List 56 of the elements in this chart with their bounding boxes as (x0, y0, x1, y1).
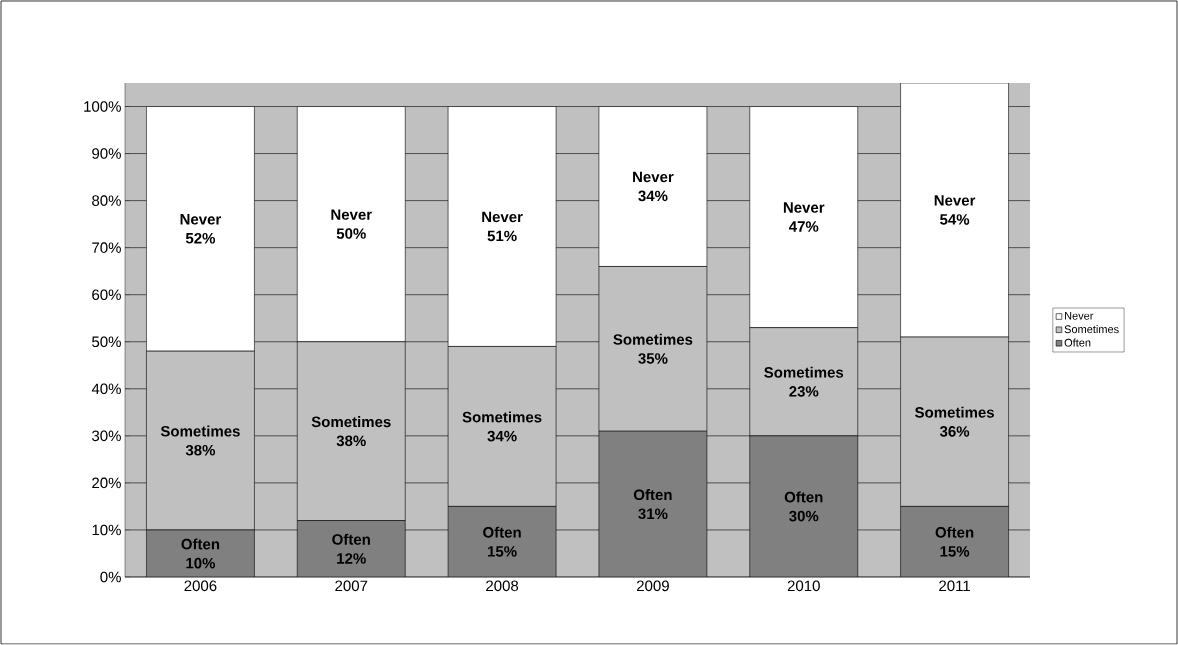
text: Sometimes (160, 425, 240, 437)
data-label: 54% (940, 214, 970, 225)
text: Never (934, 195, 976, 206)
text: Often (332, 533, 370, 545)
text: Often (181, 538, 220, 550)
x-tick-label: 2007 (335, 580, 368, 592)
x-tick-label: 2009 (636, 580, 669, 592)
y-tick-label: 80% (92, 195, 121, 206)
text: Often (935, 526, 974, 538)
text: Never (180, 214, 222, 225)
data-label: 51% (487, 230, 517, 242)
legend-label: Sometimes (1064, 325, 1119, 334)
text: Sometimes (462, 411, 542, 423)
data-label: 36% (939, 426, 970, 437)
legend-label: Often (1064, 338, 1091, 347)
text: Sometimes (915, 406, 994, 418)
data-label: 23% (789, 386, 819, 397)
text: Never (633, 171, 674, 183)
data-label: 12% (337, 553, 366, 564)
y-tick-label: 0% (100, 571, 121, 583)
y-tick-label: 30% (92, 430, 121, 442)
x-tick-label: 2008 (486, 580, 519, 592)
text: Never (331, 209, 372, 220)
text: Often (483, 526, 521, 538)
x-tick-label: 2010 (787, 580, 820, 592)
y-tick-label: 90% (92, 148, 121, 159)
y-tick-label: 50% (92, 336, 121, 348)
text: Never (783, 202, 825, 213)
y-tick-label: 60% (92, 289, 121, 301)
data-label: 34% (487, 430, 517, 442)
data-label: 38% (336, 435, 366, 447)
x-tick-label: 2006 (184, 580, 217, 592)
y-tick-label: 40% (91, 383, 121, 395)
text: Often (784, 491, 823, 503)
data-label: 15% (940, 546, 970, 557)
data-label: 47% (788, 221, 819, 232)
data-label: 50% (336, 228, 366, 239)
y-tick-label: 100% (84, 101, 121, 112)
data-label: 15% (488, 546, 517, 557)
legend-label: Never (1065, 312, 1094, 320)
text: Often (633, 489, 672, 501)
x-tick-label: 2011 (939, 580, 970, 592)
data-label: 34% (638, 190, 668, 202)
y-tick-label: 20% (92, 477, 121, 489)
data-label: 52% (185, 232, 216, 244)
data-label: 38% (185, 444, 216, 456)
data-label: 10% (186, 557, 216, 569)
data-label: 31% (638, 508, 668, 520)
data-label: 30% (789, 510, 819, 522)
text: Sometimes (613, 333, 693, 345)
y-tick-label: 70% (92, 242, 121, 253)
text: Sometimes (311, 416, 391, 428)
y-tick-label: 10% (92, 524, 121, 536)
data-label: 35% (638, 353, 668, 364)
text: Never (482, 211, 523, 223)
text: Sometimes (764, 366, 844, 378)
